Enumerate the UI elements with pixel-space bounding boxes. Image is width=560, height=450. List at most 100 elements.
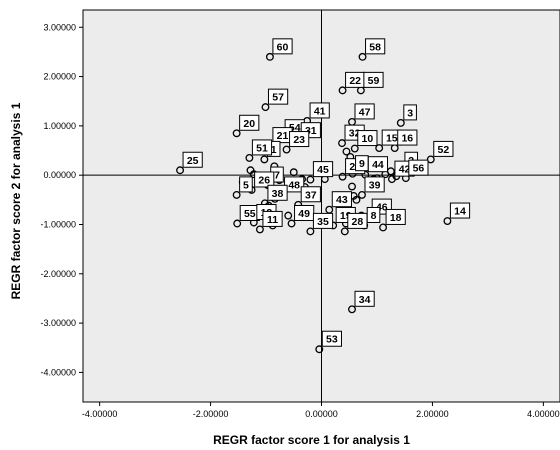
point-label-text: 10 (362, 133, 374, 145)
point-label-box (312, 212, 334, 229)
data-point (315, 345, 324, 354)
point-label-text: 55 (244, 208, 256, 220)
point-label: 23 (289, 131, 310, 148)
point-label-text: 25 (187, 155, 199, 167)
point-label: 11 (262, 210, 283, 227)
point-label-box (309, 102, 330, 119)
data-point (255, 225, 264, 234)
point-label-text: 26 (258, 174, 270, 186)
point-label-text: 56 (413, 163, 425, 175)
point-label: 34 (354, 290, 375, 307)
point-label-box (367, 156, 389, 173)
point-label-text: 32 (349, 128, 361, 140)
point-label-box (433, 140, 454, 157)
y-tick-label: 3.00000 (43, 22, 76, 32)
point-label: 52 (433, 140, 454, 157)
point-label-text: 53 (326, 334, 338, 346)
data-point (358, 52, 367, 61)
data-point (232, 129, 241, 138)
point-label-box (408, 159, 429, 176)
point-label: 43 (331, 191, 352, 208)
data-point (306, 227, 315, 236)
data-point (338, 86, 347, 95)
data-point (338, 139, 346, 148)
point-label-box (272, 38, 293, 55)
point-label: 18 (385, 208, 406, 225)
data-point (265, 52, 274, 61)
point-label-text: 43 (336, 194, 348, 206)
point-label-text: 58 (369, 41, 381, 53)
data-point (245, 153, 254, 162)
point-label-text: 21 (277, 130, 289, 142)
data-point (261, 103, 270, 112)
data-point (176, 166, 185, 175)
point-label-text: 19 (340, 210, 352, 222)
data-point (289, 168, 298, 177)
data-point (358, 190, 366, 199)
point-label: 41 (309, 102, 330, 119)
point-label: 58 (365, 38, 386, 55)
y-tick-label: -2.00000 (40, 269, 76, 279)
point-label: 35 (312, 212, 334, 229)
y-axis-ticks: -4.00000 -3.00000 -2.00000 -1.00000 0.00000 1… (40, 22, 83, 377)
data-point (233, 219, 242, 228)
point-label: 57 (267, 88, 289, 105)
point-label-box (365, 38, 386, 55)
point-label: 37 (300, 186, 321, 203)
data-point (375, 144, 384, 153)
point-label-box (182, 151, 203, 168)
point-label-text: 49 (298, 208, 310, 220)
point-label-box (267, 184, 288, 201)
data-point (232, 190, 241, 199)
point-label-text: 47 (359, 106, 371, 118)
point-label-text: 37 (305, 189, 317, 201)
point-label-text: 20 (243, 118, 255, 130)
data-point (342, 147, 351, 156)
data-point (287, 219, 296, 228)
y-tick-label: 1.00000 (43, 121, 76, 131)
data-point (340, 227, 349, 236)
point-label: 20 (239, 114, 260, 131)
data-point (350, 144, 359, 153)
y-tick-label: 2.00000 (43, 72, 76, 82)
x-tick-label: 4.00000 (527, 409, 560, 419)
point-label-text: 3 (407, 107, 413, 119)
point-label: 22 (345, 71, 366, 88)
point-label-text: 1 (271, 144, 277, 156)
point-label-text: 54 (289, 122, 301, 134)
point-label: 26 (254, 171, 275, 188)
point-label: 44 (367, 156, 389, 173)
plot-area: -4.00000 -3.00000 -2.00000 -1.00000 0.00000 1… (40, 9, 560, 419)
point-label-box (267, 88, 289, 105)
point-label-box (262, 210, 283, 227)
point-label-text: 57 (272, 92, 284, 104)
point-label: 38 (267, 184, 288, 201)
point-label: 59 (363, 71, 384, 88)
point-label-text: 15 (386, 133, 398, 145)
point-label: 60 (272, 38, 293, 55)
point-label: 15 (381, 129, 402, 146)
point-label-text: 18 (390, 212, 402, 224)
point-label-box (354, 290, 375, 307)
point-label: 10 (357, 130, 378, 147)
point-label-text: 60 (277, 41, 289, 53)
point-label: 9 (355, 155, 369, 172)
point-label-text: 28 (352, 216, 364, 228)
point-label: 25 (182, 151, 203, 168)
point-label-text: 9 (359, 158, 365, 170)
point-label: 5 (239, 176, 253, 193)
data-point (443, 217, 452, 225)
point-label-box (397, 129, 418, 146)
data-point (306, 175, 315, 184)
x-tick-label: -2.00000 (193, 409, 229, 419)
x-tick-label: -4.00000 (82, 409, 118, 419)
y-tick-label: -4.00000 (40, 367, 76, 377)
point-label-text: 7 (274, 170, 280, 182)
data-point (352, 195, 361, 204)
x-axis-ticks: -4.00000 -2.00000 0.00000 2.00000 4.00000 (82, 402, 560, 419)
point-label-box (300, 186, 321, 203)
point-label-text: 42 (399, 164, 411, 176)
point-label-text: 8 (371, 210, 377, 222)
point-label-text: 16 (401, 133, 413, 145)
